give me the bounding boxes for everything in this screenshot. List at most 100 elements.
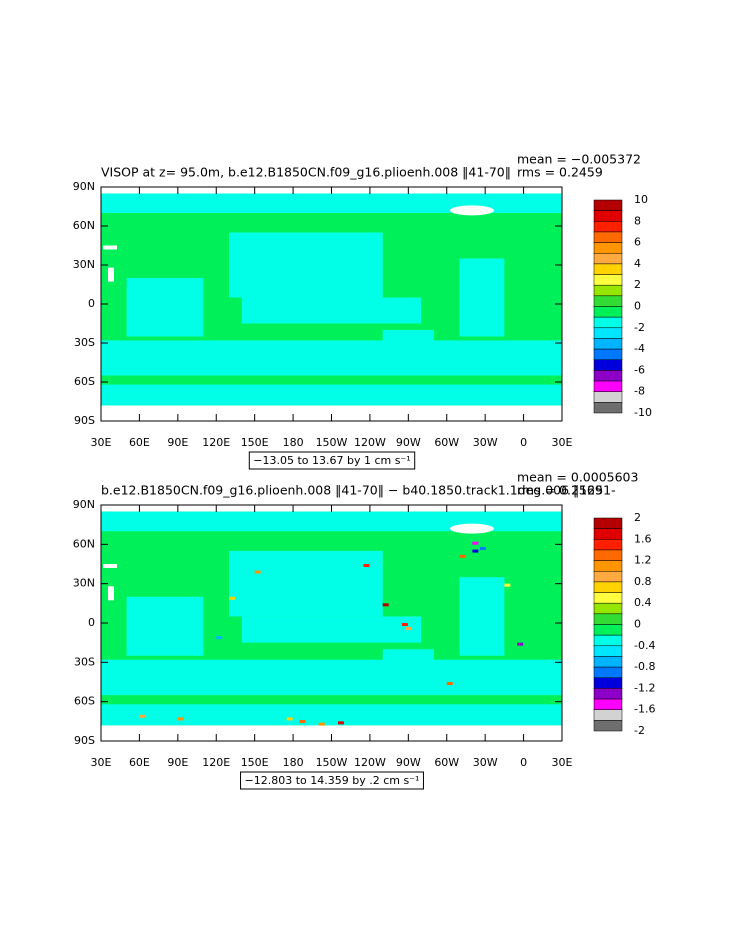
field-region [267,570,358,597]
colorbar-box [593,370,623,382]
colorbar-label: -0.8 [634,660,655,673]
rms-label: rms = 0.2569 [517,483,603,498]
plot-title: b.e12.B1850CN.f09_g16.plioenh.008 ‖41-70… [101,483,616,498]
x-tick-label: 120E [202,436,230,449]
field-speck [504,583,511,587]
colorbar-box [593,688,623,700]
field-region [267,252,358,278]
field-speck [480,546,487,550]
field-speck [363,564,370,567]
field-region [241,297,422,324]
x-tick-label: 30E [552,756,573,769]
field-speck [299,720,306,724]
colorbar-box [593,263,623,275]
colorbar-label: 1.6 [634,532,652,545]
colorbar-label: 8 [634,214,641,227]
colorbar-box [593,698,623,710]
field-speck [177,717,184,721]
colorbar-box [593,677,623,689]
y-tick-label: 90S [74,414,95,427]
colorbar-box [593,306,623,318]
colorbar-label: -1.2 [634,681,655,694]
colorbar-label: 0 [634,618,641,631]
field-speck [229,596,236,600]
x-tick-label: 90W [396,436,421,449]
x-tick-label: 60W [434,436,459,449]
y-tick-label: 0 [88,297,95,310]
missing-region [108,586,114,601]
colorbar-box [593,634,623,647]
field-region [241,616,422,643]
field-region [126,596,204,656]
y-tick-label: 30N [73,577,95,590]
x-tick-label: 90E [167,756,188,769]
x-tick-label: 0 [520,436,527,449]
colorbar-box [593,359,623,371]
field-speck [286,717,293,721]
colorbar-box [593,402,623,414]
missing-region [108,267,114,282]
x-tick-label: 150W [316,756,348,769]
y-tick-label: 90N [73,180,95,193]
field-region [101,384,562,406]
field-speck [472,549,479,553]
x-tick-label: 90W [396,756,421,769]
y-tick-label: 60N [73,219,95,232]
field-region [126,278,204,337]
field-region [101,340,562,376]
field-region [101,659,562,696]
colorbar-box [593,338,623,350]
colorbar-label: -2 [634,724,645,737]
x-tick-label: 90E [167,436,188,449]
x-tick-label: 30W [473,436,498,449]
colorbar-box [593,221,623,233]
colorbar-box [593,199,623,211]
colorbar-box [593,231,623,243]
x-tick-label: 180 [283,436,304,449]
colorbar-box [593,242,623,254]
colorbar-box [593,517,623,529]
colorbar-box [593,613,623,625]
field-speck [254,570,261,574]
field-speck [459,554,466,558]
field-region [101,704,562,726]
info-label: −12.803 to 14.359 by .2 cm s⁻¹ [245,774,420,787]
colorbar-label: 2 [634,278,641,291]
colorbar-box [593,210,623,222]
missing-region [103,245,117,250]
colorbar-box [593,549,623,561]
colorbar-box [593,602,623,615]
colorbar-label: 4 [634,257,641,270]
panel: VISOP at z= 95.0m, b.e12.B1850CN.f09_g16… [73,152,652,470]
field-speck [318,722,325,726]
x-tick-label: 120E [202,756,230,769]
colorbar-box [593,560,623,572]
field-speck [139,714,146,718]
colorbar-box [593,528,623,540]
colorbar-box [593,348,623,361]
x-tick-label: 30E [91,756,112,769]
field-speck [472,541,479,545]
colorbar-box [593,295,623,307]
colorbar-box [593,666,623,678]
mean-label: mean = −0.005372 [517,152,641,167]
plot-title: VISOP at z= 95.0m, b.e12.B1850CN.f09_g16… [101,165,511,180]
x-tick-label: 30E [91,436,112,449]
colorbar-box [593,327,623,339]
field-speck [401,623,408,626]
mean-label: mean = 0.0005603 [517,470,638,485]
colorbar-box [593,720,623,732]
colorbar-box [593,709,623,721]
colorbar-box [593,592,623,604]
colorbar-label: -4 [634,342,645,355]
x-tick-label: 60W [434,756,459,769]
x-tick-label: 30W [473,756,498,769]
x-tick-label: 150E [241,436,269,449]
colorbar-box [593,581,623,593]
field-speck [382,603,389,607]
field-region [382,330,434,356]
y-tick-label: 60S [74,695,95,708]
colorbar-label: 0 [634,300,641,313]
colorbar-label: 1.2 [634,554,652,567]
